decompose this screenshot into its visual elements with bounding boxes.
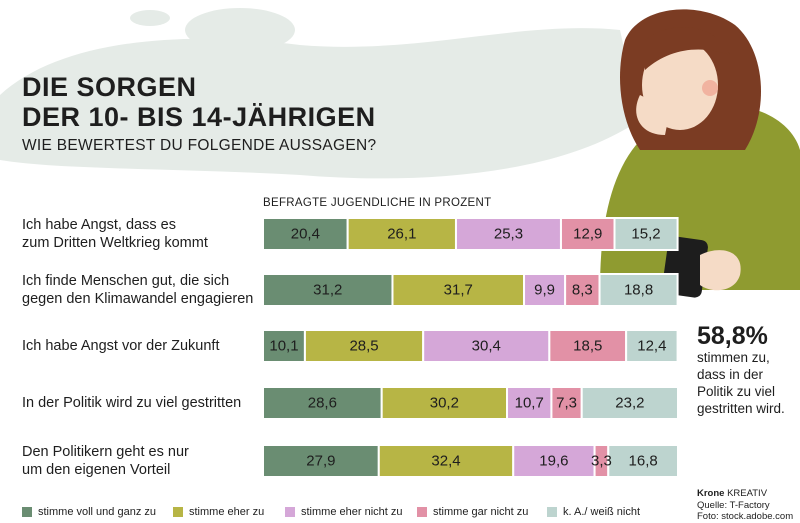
bars xyxy=(22,217,680,517)
bar-segment xyxy=(625,329,679,363)
legend-label: stimme gar nicht zu xyxy=(433,506,529,518)
legend-swatch xyxy=(547,507,557,517)
credit-brand: Krone KREATIV xyxy=(697,488,767,499)
value-label: 30,2 xyxy=(429,394,459,412)
category-label: Ich habe Angst, dass es zum Dritten Welt… xyxy=(22,217,208,251)
bar-segment xyxy=(598,273,679,307)
category-label: Ich habe Angst vor der Zukunft xyxy=(22,338,220,354)
bar-segment xyxy=(262,444,380,478)
value-label: 12,4 xyxy=(637,337,667,355)
legend-label: stimme eher nicht zu xyxy=(301,506,403,518)
bar-segment xyxy=(523,273,567,307)
value-label: 16,8 xyxy=(628,452,658,470)
value-label: 12,9 xyxy=(573,225,603,243)
bar-segment xyxy=(607,444,680,478)
illustration xyxy=(600,9,800,298)
brand: Krone xyxy=(697,488,725,499)
value-label: 10,7 xyxy=(514,394,544,412)
legend-swatch xyxy=(22,507,32,517)
chart-title: DIE SORGEN DER 10- BIS 14-JÄHRIGEN xyxy=(22,72,376,132)
value-label: 8,3 xyxy=(571,281,593,299)
credit-source: Quelle: T-Factory xyxy=(697,500,770,511)
value-label: 31,2 xyxy=(313,281,343,299)
background-blob xyxy=(0,8,640,179)
value-label: 3,3 xyxy=(590,452,612,470)
value-label: 32,4 xyxy=(431,452,461,470)
value-label: 9,9 xyxy=(534,281,555,299)
annotation-value: 58,8% xyxy=(697,322,768,350)
category-label: Ich finde Menschen gut, die sich gegen d… xyxy=(22,273,254,307)
bar-segment xyxy=(548,329,628,363)
value-label: 15,2 xyxy=(631,225,661,243)
bar-segment xyxy=(580,386,679,420)
legend-swatch xyxy=(173,507,183,517)
legend-swatch xyxy=(285,507,295,517)
value-label: 30,4 xyxy=(471,337,501,355)
value-label: 10,1 xyxy=(269,337,299,355)
value-label: 18,5 xyxy=(573,337,603,355)
bar-segment xyxy=(262,273,394,307)
credit-photo: Foto: stock.adobe.com xyxy=(697,511,794,522)
value-label: 28,5 xyxy=(349,337,379,355)
value-label: 23,2 xyxy=(615,394,645,412)
legend-swatch xyxy=(417,507,427,517)
value-label: 27,9 xyxy=(306,452,336,470)
value-label: 25,3 xyxy=(493,225,524,243)
value-label: 31,7 xyxy=(443,281,473,299)
category-label: Den Politikern geht es nur um den eigene… xyxy=(22,444,189,478)
value-label: 20,4 xyxy=(290,225,320,243)
legend-label: k. A./ weiß nicht xyxy=(563,506,641,518)
axis-label: BEFRAGTE JUGENDLICHE IN PROZENT xyxy=(263,197,492,209)
legend-label: stimme eher zu xyxy=(189,506,265,518)
bar-segment xyxy=(454,217,562,251)
value-label: 28,6 xyxy=(307,394,337,412)
bar-segment xyxy=(391,273,526,307)
bar-segment xyxy=(262,217,349,251)
category-label: In der Politik wird zu viel gestritten xyxy=(22,395,242,411)
value-label: 7,3 xyxy=(556,394,577,412)
bar-segment xyxy=(564,273,601,307)
brand-suffix: KREATIV xyxy=(727,488,768,499)
legend-label: stimme voll und ganz zu xyxy=(38,506,156,518)
value-label: 18,8 xyxy=(623,281,654,299)
value-label: 26,1 xyxy=(387,225,417,243)
value-label: 19,6 xyxy=(539,452,569,470)
bar-segment xyxy=(262,329,306,363)
chart-subtitle: WIE BEWERTEST DU FOLGENDE AUSSAGEN? xyxy=(22,137,377,154)
bar-segment xyxy=(613,217,679,251)
bar-segment xyxy=(346,217,457,251)
annotation-text: stimmen zu, dass in der Politik zu viel … xyxy=(697,350,785,416)
bar-segment xyxy=(512,444,596,478)
